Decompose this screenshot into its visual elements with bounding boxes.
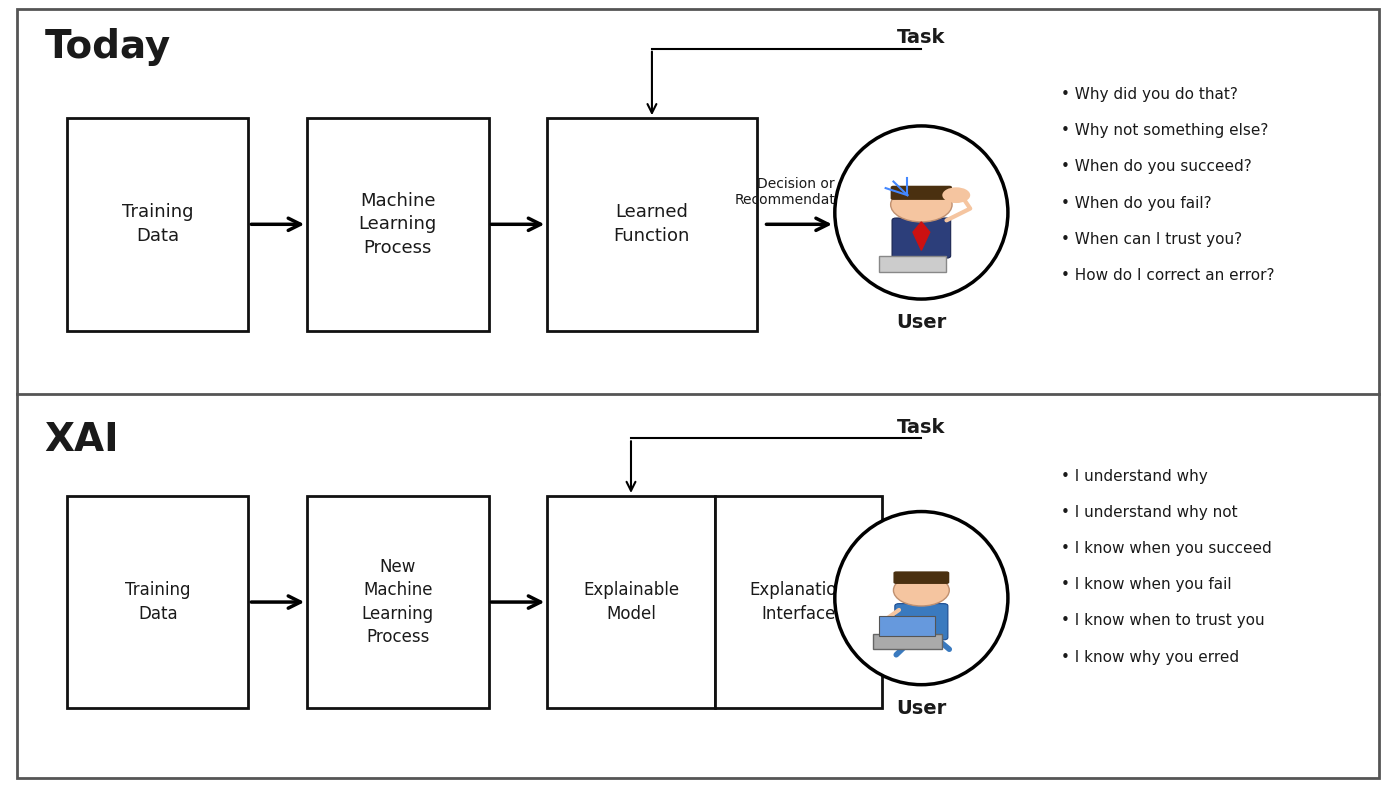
Text: • I understand why: • I understand why xyxy=(1061,468,1208,484)
Circle shape xyxy=(893,575,949,606)
Text: User: User xyxy=(896,313,946,332)
Text: Machine
Learning
Process: Machine Learning Process xyxy=(359,192,437,257)
Text: • When do you fail?: • When do you fail? xyxy=(1061,195,1212,211)
Bar xyxy=(67,118,248,331)
Text: New
Machine
Learning
Process: New Machine Learning Process xyxy=(362,558,434,646)
Bar xyxy=(715,496,882,708)
Text: • I know when you succeed: • I know when you succeed xyxy=(1061,541,1272,556)
Circle shape xyxy=(942,187,970,203)
Bar xyxy=(547,496,715,708)
Ellipse shape xyxy=(835,512,1008,685)
Text: • I understand why not: • I understand why not xyxy=(1061,504,1238,520)
Text: Task: Task xyxy=(898,418,945,437)
Bar xyxy=(67,496,248,708)
Bar xyxy=(307,496,489,708)
Text: Training
Data: Training Data xyxy=(126,582,190,623)
Bar xyxy=(547,118,757,331)
Text: Explanation
Interface: Explanation Interface xyxy=(750,582,847,623)
Circle shape xyxy=(891,187,952,222)
Text: Today: Today xyxy=(45,28,170,65)
Text: XAI: XAI xyxy=(45,421,119,459)
Text: • I know when to trust you: • I know when to trust you xyxy=(1061,613,1265,629)
Bar xyxy=(307,118,489,331)
Text: • I know when you fail: • I know when you fail xyxy=(1061,577,1231,593)
Text: • When do you succeed?: • When do you succeed? xyxy=(1061,159,1252,175)
Text: Decision or
Recommendation: Decision or Recommendation xyxy=(734,177,857,207)
Text: • When can I trust you?: • When can I trust you? xyxy=(1061,231,1242,247)
Text: Task: Task xyxy=(898,28,945,47)
Text: • I know why you erred: • I know why you erred xyxy=(1061,649,1240,665)
Ellipse shape xyxy=(835,126,1008,299)
Text: Training
Data: Training Data xyxy=(121,204,194,245)
FancyBboxPatch shape xyxy=(872,634,942,649)
Text: • Why not something else?: • Why not something else? xyxy=(1061,123,1269,139)
Text: User: User xyxy=(896,699,946,718)
Text: • Why did you do that?: • Why did you do that? xyxy=(1061,87,1238,102)
FancyBboxPatch shape xyxy=(892,218,951,258)
Text: • How do I correct an error?: • How do I correct an error? xyxy=(1061,268,1275,283)
FancyBboxPatch shape xyxy=(895,604,948,640)
Text: Learned
Function: Learned Function xyxy=(614,204,690,245)
Text: Explainable
Model: Explainable Model xyxy=(584,582,678,623)
FancyBboxPatch shape xyxy=(879,256,946,272)
FancyBboxPatch shape xyxy=(893,571,949,584)
Polygon shape xyxy=(913,222,930,250)
FancyBboxPatch shape xyxy=(891,186,952,200)
FancyBboxPatch shape xyxy=(879,616,935,636)
